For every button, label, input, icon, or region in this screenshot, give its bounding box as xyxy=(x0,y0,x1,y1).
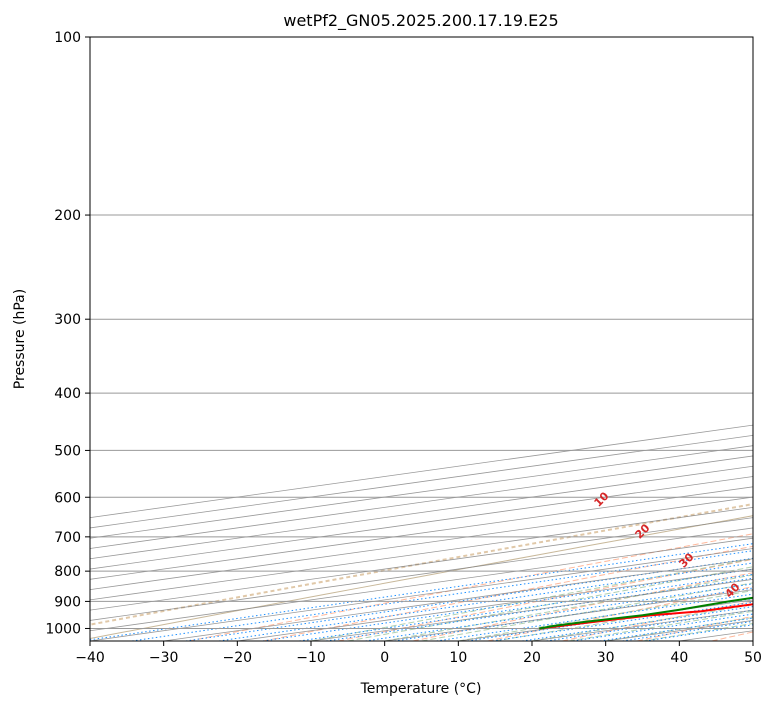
y-tick-label: 800 xyxy=(54,564,81,580)
y-tick-label: 300 xyxy=(54,312,81,328)
dry-adiabats xyxy=(90,503,753,641)
x-tick-label: −30 xyxy=(149,650,179,666)
x-tick-label: 20 xyxy=(523,650,541,666)
y-tick-label: 400 xyxy=(54,386,81,402)
x-tick-label: −20 xyxy=(223,650,253,666)
chart-title: wetPf2_GN05.2025.200.17.19.E25 xyxy=(283,11,558,31)
isotherm-line xyxy=(90,465,753,560)
mixing-ratio-line xyxy=(299,573,753,641)
y-tick-label: 100 xyxy=(54,30,81,46)
isotherm-line xyxy=(90,486,753,580)
isotherm-line xyxy=(752,640,753,641)
isotherm-line xyxy=(90,455,753,549)
x-tick-label: 40 xyxy=(670,650,688,666)
isotherm-line xyxy=(90,476,753,570)
dry-adiabat-line xyxy=(90,515,753,639)
moist-adiabat-line xyxy=(421,582,753,641)
isotherm-line xyxy=(90,537,753,632)
y-tick-label: 500 xyxy=(54,443,81,459)
isotherm-line xyxy=(90,517,753,611)
plot-frame xyxy=(89,36,754,642)
isotherm-line xyxy=(90,506,753,601)
x-tick-label: 50 xyxy=(744,650,762,666)
y-tick-label: 700 xyxy=(54,530,81,546)
x-tick-label: 0 xyxy=(380,650,389,666)
y-tick-label: 600 xyxy=(54,490,81,506)
x-tick-label: −10 xyxy=(296,650,326,666)
x-axis-title: Temperature (°C) xyxy=(360,681,482,697)
x-tick-label: 30 xyxy=(597,650,615,666)
y-axis-title: Pressure (hPa) xyxy=(12,289,28,389)
isotherms xyxy=(90,424,753,641)
plot-background xyxy=(90,37,753,641)
x-tick-label: 10 xyxy=(449,650,467,666)
isotherm-line xyxy=(90,496,753,591)
mixing-ratio-line xyxy=(365,583,753,641)
isotherm-line xyxy=(90,527,753,621)
y-tick-label: 900 xyxy=(54,594,81,610)
moist-adiabat-line xyxy=(384,574,753,641)
axes: −40 −30 −20 −10 0 10 20 30 40 50 100 200 300 400 500 60… xyxy=(45,30,762,666)
mixing-ratio-line xyxy=(436,593,753,641)
x-tick-label: −40 xyxy=(75,650,105,666)
mixing-ratio-line xyxy=(325,577,753,641)
y-tick-label: 1000 xyxy=(45,621,81,637)
y-tick-label: 200 xyxy=(54,208,81,224)
isobars xyxy=(90,37,753,629)
moist-adiabat-line xyxy=(347,566,753,641)
